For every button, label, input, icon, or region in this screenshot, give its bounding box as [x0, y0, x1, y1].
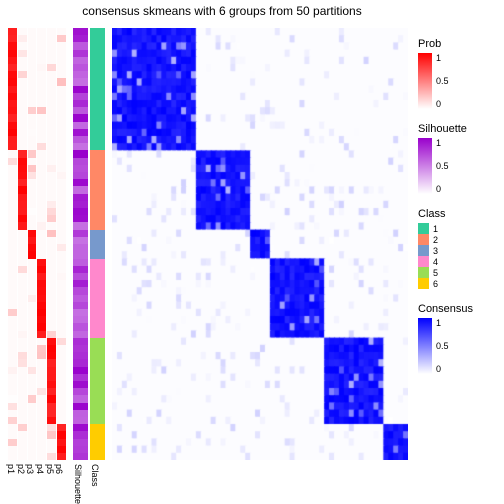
prob-ticks: 1 0.5 0: [436, 53, 449, 109]
class-swatch-6: 6: [418, 278, 498, 289]
xlabel-class: Class: [90, 464, 100, 487]
plot-area: [8, 28, 408, 460]
class-swatch-5: 5: [418, 267, 498, 278]
xlabel-p3: p3: [25, 464, 35, 474]
sil-gradient: [418, 138, 432, 194]
prob-col-p5: [47, 28, 56, 460]
legend-prob-title: Prob: [418, 38, 498, 50]
xlabel-p1: p1: [6, 464, 16, 474]
legend-consensus: Consensus 1 0.5 0: [418, 303, 498, 374]
prob-tracks: [8, 28, 66, 460]
prob-col-p3: [28, 28, 37, 460]
prob-gradient: [418, 53, 432, 109]
class-swatches: 123456: [418, 223, 498, 289]
x-axis-labels: p1p2p3p4p5p6 Silhouette Class: [8, 462, 408, 502]
xlabel-p6: p6: [54, 464, 64, 474]
prob-col-p1: [8, 28, 17, 460]
legend-panel: Prob 1 0.5 0 Silhouette 1 0.5 0 Class 12…: [418, 38, 498, 388]
legend-cons-title: Consensus: [418, 303, 498, 315]
xlabel-silhouette: Silhouette: [73, 464, 83, 504]
legend-class-title: Class: [418, 208, 498, 220]
prob-col-p4: [37, 28, 46, 460]
legend-prob: Prob 1 0.5 0: [418, 38, 498, 109]
class-swatch-4: 4: [418, 256, 498, 267]
prob-col-p2: [18, 28, 27, 460]
class-track: [90, 28, 105, 460]
class-swatch-1: 1: [418, 223, 498, 234]
plot-title: consensus skmeans with 6 groups from 50 …: [0, 4, 474, 18]
consensus-heatmap: [112, 28, 408, 460]
cons-gradient: [418, 318, 432, 374]
sil-ticks: 1 0.5 0: [436, 138, 449, 194]
xlabel-p4: p4: [35, 464, 45, 474]
prob-col-p6: [57, 28, 66, 460]
xlabel-p2: p2: [16, 464, 26, 474]
class-swatch-3: 3: [418, 245, 498, 256]
xlabel-p5: p5: [45, 464, 55, 474]
silhouette-track: [73, 28, 88, 460]
class-swatch-2: 2: [418, 234, 498, 245]
cons-ticks: 1 0.5 0: [436, 318, 449, 374]
legend-class: Class 123456: [418, 208, 498, 289]
legend-sil-title: Silhouette: [418, 123, 498, 135]
legend-silhouette: Silhouette 1 0.5 0: [418, 123, 498, 194]
